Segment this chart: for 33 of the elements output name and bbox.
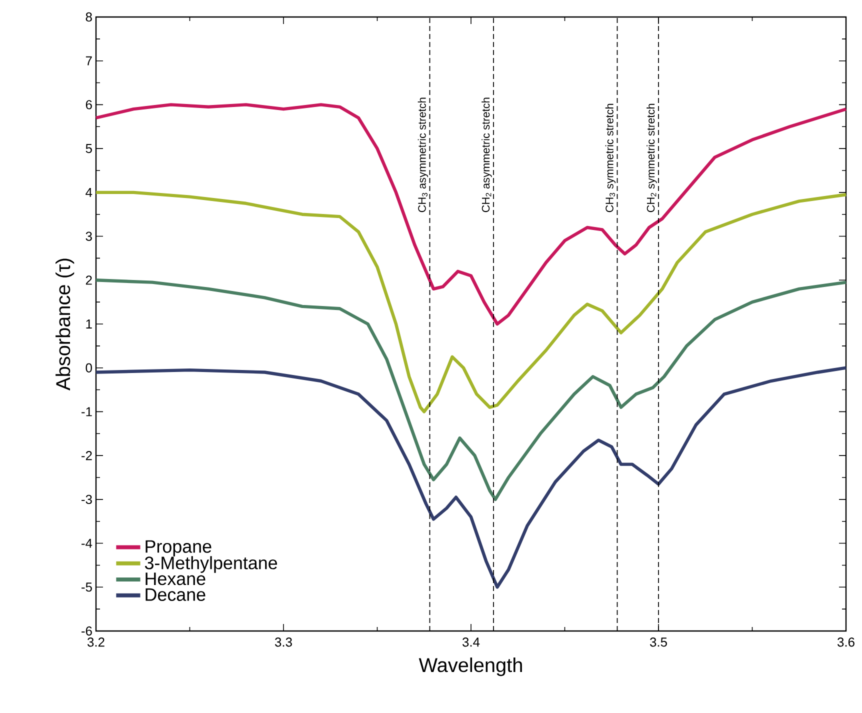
y-tick-label: -2 bbox=[82, 451, 92, 460]
y-axis-title: Absorbance (τ) bbox=[56, 258, 74, 390]
x-tick-label: 3.4 bbox=[462, 638, 480, 647]
x-tick-label: 3.6 bbox=[838, 638, 854, 647]
x-tick-label: 3.2 bbox=[88, 638, 104, 647]
y-tick-label: 7 bbox=[86, 56, 92, 66]
legend-label: 3-Methylpentane bbox=[144, 556, 278, 573]
x-tick-label: 3.3 bbox=[275, 638, 292, 647]
legend-label: Propane bbox=[146, 540, 212, 556]
ref-line-label: CH$_{3}$ symmetric stretch bbox=[605, 104, 616, 212]
line-series bbox=[94, 366, 848, 589]
y-tick-label: 8 bbox=[86, 12, 92, 22]
y-tick-label: 3 bbox=[86, 232, 92, 241]
y-tick-label: 2 bbox=[86, 276, 92, 285]
line-series bbox=[94, 278, 848, 502]
y-tick-label: -1 bbox=[82, 407, 92, 416]
y-tick-label: 1 bbox=[86, 320, 92, 328]
y-tick-label: -4 bbox=[82, 538, 92, 548]
line-series bbox=[94, 190, 848, 414]
legend-label: Hexane bbox=[146, 572, 206, 586]
y-tick-label: 6 bbox=[86, 100, 92, 110]
y-tick-label: -3 bbox=[82, 494, 92, 504]
x-axis-title: Wavelength bbox=[418, 658, 522, 676]
y-tick-label: -6 bbox=[82, 626, 92, 636]
y-tick-label: -5 bbox=[82, 582, 92, 592]
legend-label: Decane bbox=[146, 588, 206, 601]
x-tick-label: 3.5 bbox=[650, 638, 667, 647]
y-tick-label: 4 bbox=[86, 188, 92, 197]
ref-line-label: CH$_{2}$ asymmetric stretch bbox=[482, 98, 492, 212]
y-tick-label: 5 bbox=[86, 144, 92, 154]
ref-line-label: CH$_{3}$ asymmetric stretch bbox=[418, 98, 428, 212]
y-tick-label: 0 bbox=[86, 363, 92, 372]
ref-line-label: CH$_{2}$ symmetric stretch bbox=[646, 104, 657, 212]
